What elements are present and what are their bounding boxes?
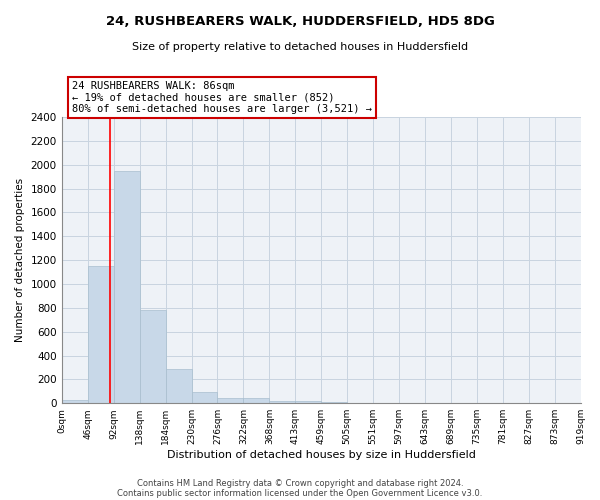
Text: 24 RUSHBEARERS WALK: 86sqm
← 19% of detached houses are smaller (852)
80% of sem: 24 RUSHBEARERS WALK: 86sqm ← 19% of deta…	[72, 81, 372, 114]
Bar	[217, 398, 244, 403]
Bar	[88, 266, 113, 403]
Bar	[62, 400, 88, 403]
Bar	[321, 402, 347, 403]
X-axis label: Distribution of detached houses by size in Huddersfield: Distribution of detached houses by size …	[167, 450, 476, 460]
Bar	[166, 368, 191, 403]
Bar	[295, 401, 321, 403]
Bar	[113, 170, 140, 403]
Text: 24, RUSHBEARERS WALK, HUDDERSFIELD, HD5 8DG: 24, RUSHBEARERS WALK, HUDDERSFIELD, HD5 …	[106, 15, 494, 28]
Bar	[140, 310, 166, 403]
Bar	[347, 402, 373, 403]
Y-axis label: Number of detached properties: Number of detached properties	[15, 178, 25, 342]
Text: Contains public sector information licensed under the Open Government Licence v3: Contains public sector information licen…	[118, 488, 482, 498]
Bar	[191, 392, 217, 403]
Text: Contains HM Land Registry data © Crown copyright and database right 2024.: Contains HM Land Registry data © Crown c…	[137, 478, 463, 488]
Bar	[244, 398, 269, 403]
Bar	[269, 401, 295, 403]
Text: Size of property relative to detached houses in Huddersfield: Size of property relative to detached ho…	[132, 42, 468, 52]
